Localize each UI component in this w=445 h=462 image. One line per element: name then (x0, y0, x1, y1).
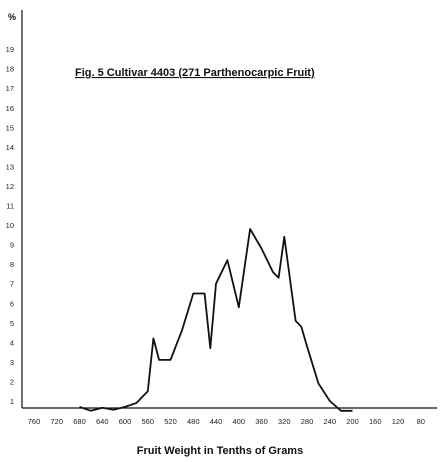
y-tick-label: 13 (6, 162, 14, 171)
x-tick-label: 120 (392, 417, 405, 426)
x-tick-label: 440 (210, 417, 223, 426)
y-tick-label: 4 (10, 338, 14, 347)
y-tick-label: 8 (10, 260, 14, 269)
y-tick-label: 18 (6, 65, 14, 74)
y-axis-label: % (8, 12, 16, 22)
y-tick-label: 1 (10, 397, 14, 406)
x-tick-label: 400 (232, 417, 245, 426)
x-tick-label: 80 (417, 417, 425, 426)
series-layer (79, 228, 353, 412)
x-tick-labels: 760 720 680 640 600 560 520 480 440 400 360 320 280 2… (28, 417, 425, 426)
x-tick-label: 280 (301, 417, 314, 426)
y-tick-label: 15 (6, 123, 14, 132)
y-tick-label: 19 (6, 45, 14, 54)
x-tick-label: 360 (255, 417, 268, 426)
y-tick-label: 7 (10, 280, 14, 289)
x-tick-label: 240 (323, 417, 336, 426)
y-tick-label: 9 (10, 241, 14, 250)
x-axis-label: Fruit Weight in Tenths of Grams (137, 445, 303, 457)
y-tick-label: 6 (10, 299, 14, 308)
x-tick-label: 160 (369, 417, 382, 426)
y-tick-label: 5 (10, 319, 14, 328)
y-tick-label: 12 (6, 182, 14, 191)
x-tick-label: 560 (141, 417, 154, 426)
y-tick-label: 17 (6, 84, 14, 93)
x-tick-label: 640 (96, 417, 109, 426)
y-tick-label: 2 (10, 377, 14, 386)
chart-title: Fig. 5 Cultivar 4403 (271 Parthenocarpic… (75, 67, 315, 79)
y-tick-label: 10 (6, 221, 14, 230)
x-tick-label: 480 (187, 417, 200, 426)
series-line (79, 228, 353, 412)
x-tick-label: 680 (73, 417, 86, 426)
y-tick-label: 3 (10, 358, 14, 367)
y-tick-label: 11 (6, 202, 14, 211)
y-tick-label: 16 (6, 104, 14, 113)
x-tick-label: 760 (28, 417, 41, 426)
y-tick-label: 14 (6, 143, 14, 152)
x-tick-label: 520 (164, 417, 177, 426)
x-tick-label: 200 (346, 417, 359, 426)
x-tick-label: 600 (119, 417, 132, 426)
x-tick-label: 320 (278, 417, 291, 426)
x-tick-label: 720 (50, 417, 63, 426)
